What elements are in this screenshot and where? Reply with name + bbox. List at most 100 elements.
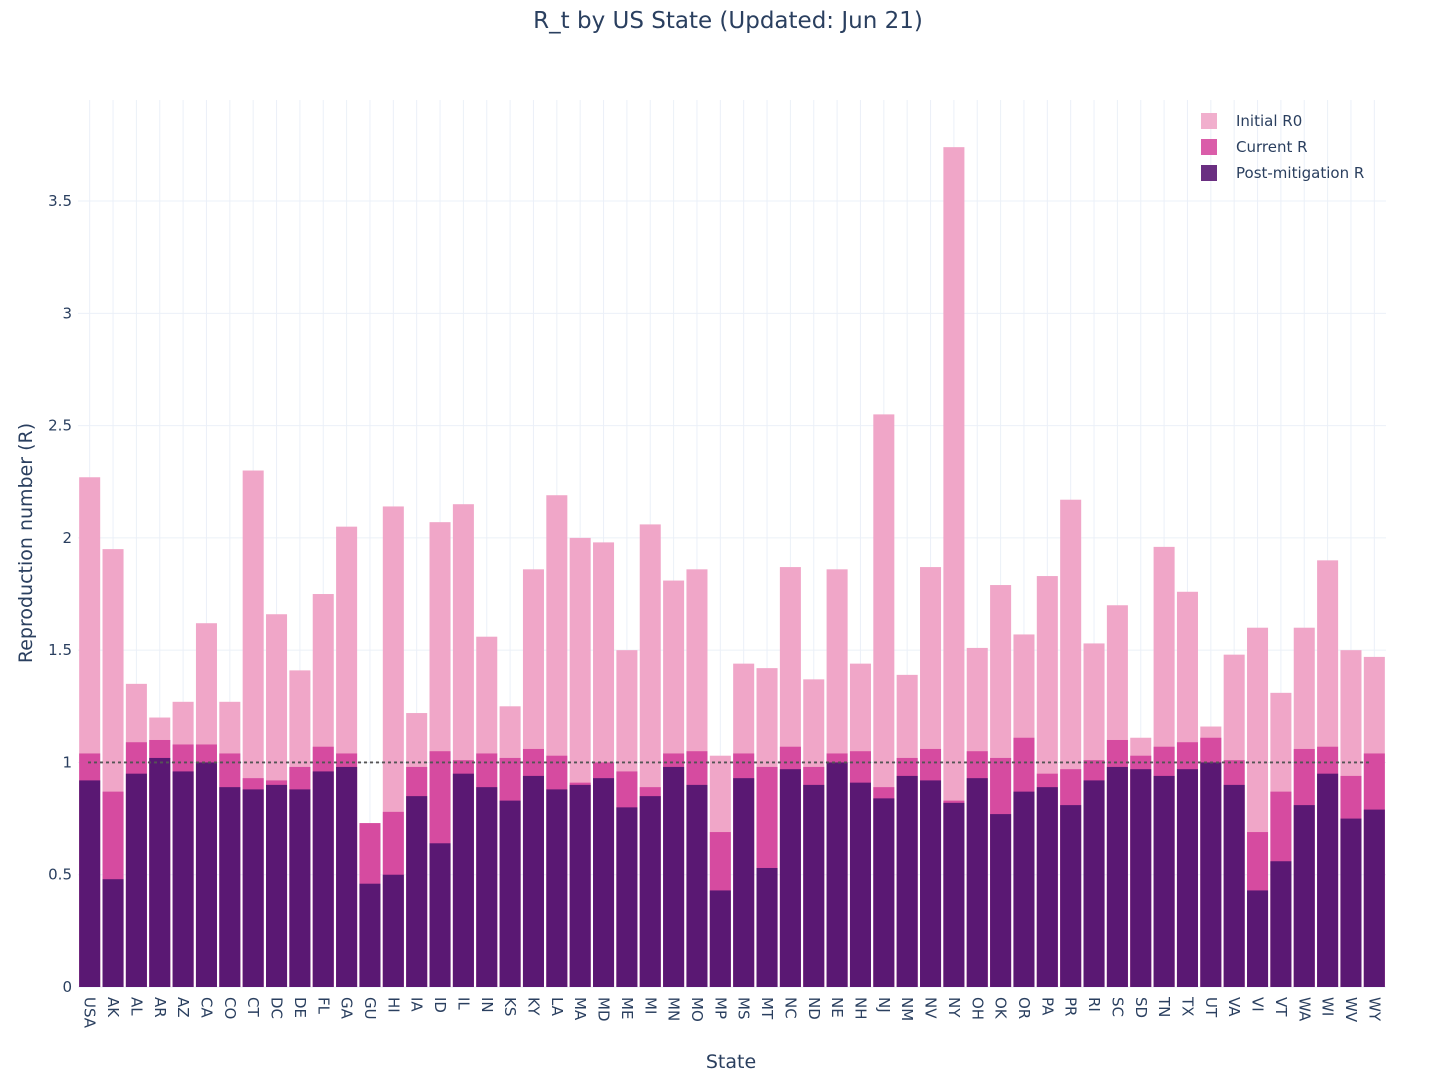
- bar-post-mitigation-r-id: [429, 843, 451, 987]
- y-tick-label: 3: [62, 304, 72, 322]
- bar-post-mitigation-r-nc: [779, 769, 801, 987]
- bar-post-mitigation-r-wa: [1293, 805, 1315, 987]
- legend-swatch: [1201, 113, 1217, 129]
- x-tick-label: RI: [1085, 997, 1103, 1012]
- x-tick-label: WV: [1342, 997, 1360, 1023]
- bar-post-mitigation-r-mt: [756, 867, 778, 987]
- y-axis-title: Reproduction number (R): [15, 423, 37, 663]
- x-tick-label: AR: [151, 997, 169, 1018]
- bar-post-mitigation-r-nm: [896, 775, 918, 987]
- bar-post-mitigation-r-mn: [663, 766, 685, 987]
- bar-post-mitigation-r-va: [1223, 784, 1245, 987]
- x-tick-label: AK: [104, 997, 122, 1018]
- x-tick-label: CO: [221, 997, 239, 1019]
- legend-item[interactable]: Current R: [1201, 138, 1308, 156]
- bar-post-mitigation-r-mi: [639, 796, 661, 987]
- bar-post-mitigation-r-ia: [406, 796, 428, 987]
- x-tick-label: NE: [828, 997, 846, 1018]
- x-tick-labels: USA AK AL AR AZ CA CO CT DC DE FL GA GU HI IA ID IL IN KS K…: [81, 996, 1384, 1029]
- legend-swatch: [1201, 139, 1217, 155]
- bar-post-mitigation-r-ky: [522, 775, 544, 987]
- bars: [79, 147, 1385, 987]
- bar-post-mitigation-r-nh: [849, 782, 871, 987]
- bar-post-mitigation-r-wy: [1363, 809, 1385, 987]
- x-tick-label: NC: [781, 997, 799, 1019]
- x-tick-label: GA: [338, 997, 356, 1020]
- bar-post-mitigation-r-pa: [1036, 787, 1058, 987]
- x-tick-label: IL: [454, 997, 472, 1010]
- x-tick-label: GU: [361, 997, 379, 1020]
- x-tick-label: MD: [595, 997, 613, 1022]
- bar-post-mitigation-r-me: [616, 807, 638, 987]
- bar-post-mitigation-r-nd: [803, 784, 825, 987]
- x-tick-label: ME: [618, 997, 636, 1019]
- y-tick-label: 0: [62, 978, 72, 996]
- bar-post-mitigation-r-sd: [1130, 769, 1152, 987]
- x-tick-label: OK: [992, 997, 1010, 1020]
- x-tick-label: VI: [1249, 997, 1267, 1012]
- x-tick-label: IN: [478, 997, 496, 1013]
- bar-post-mitigation-r-nv: [920, 780, 942, 987]
- x-tick-label: NH: [851, 997, 869, 1020]
- x-tick-label: NV: [922, 997, 940, 1019]
- x-tick-label: MT: [758, 997, 776, 1020]
- legend-swatch: [1201, 165, 1217, 181]
- bar-post-mitigation-r-gu: [359, 883, 381, 987]
- bar-post-mitigation-r-nj: [873, 798, 895, 987]
- x-tick-label: PR: [1062, 997, 1080, 1016]
- y-tick-label: 1: [62, 753, 72, 771]
- bar-post-mitigation-r-ri: [1083, 780, 1105, 987]
- legend-item[interactable]: Post-mitigation R: [1201, 164, 1364, 182]
- bar-post-mitigation-r-ks: [499, 800, 521, 987]
- x-tick-label: OR: [1015, 997, 1033, 1019]
- x-tick-label: CT: [244, 997, 262, 1017]
- bar-post-mitigation-r-ma: [569, 784, 591, 987]
- bar-post-mitigation-r-tn: [1153, 775, 1175, 987]
- bar-post-mitigation-r-ar: [149, 757, 171, 987]
- x-tick-label: WA: [1295, 997, 1313, 1022]
- x-tick-label: NJ: [875, 997, 893, 1013]
- x-tick-label: OH: [968, 997, 986, 1020]
- bar-post-mitigation-r-ne: [826, 762, 848, 987]
- bar-post-mitigation-r-ga: [336, 766, 358, 987]
- y-tick-label: 2.5: [48, 417, 72, 435]
- x-tick-label: PA: [1038, 997, 1056, 1016]
- legend-item[interactable]: Initial R0: [1201, 112, 1302, 130]
- bar-post-mitigation-r-vi: [1247, 890, 1269, 987]
- x-tick-label: AL: [127, 997, 145, 1016]
- x-tick-label: TX: [1178, 996, 1196, 1016]
- bar-post-mitigation-r-wv: [1340, 818, 1362, 987]
- x-tick-label: VT: [1272, 997, 1290, 1017]
- x-tick-label: TN: [1155, 996, 1173, 1017]
- x-tick-label: DE: [291, 997, 309, 1018]
- bar-post-mitigation-r-vt: [1270, 861, 1292, 987]
- bar-post-mitigation-r-or: [1013, 791, 1035, 987]
- y-tick-labels: 0 0.5 1 1.5 2 2.5 3 3.5: [48, 192, 72, 996]
- bar-post-mitigation-r-al: [125, 773, 147, 987]
- bar-post-mitigation-r-il: [452, 773, 474, 987]
- bar-post-mitigation-r-oh: [966, 778, 988, 987]
- legend-label: Initial R0: [1236, 112, 1302, 130]
- legend[interactable]: Initial R0 Current R Post-mitigation R: [1201, 112, 1364, 182]
- x-tick-label: KY: [524, 997, 542, 1016]
- bar-post-mitigation-r-mp: [709, 890, 731, 987]
- x-tick-label: MS: [735, 997, 753, 1019]
- legend-label: Current R: [1236, 138, 1308, 156]
- bar-post-mitigation-r-ms: [733, 778, 755, 987]
- bar-initial-r0-ny: [943, 147, 965, 987]
- bar-post-mitigation-r-dc: [266, 784, 288, 987]
- x-tick-label: FL: [314, 997, 332, 1015]
- bar-post-mitigation-r-ak: [102, 879, 124, 987]
- y-tick-label: 3.5: [48, 192, 72, 210]
- x-tick-label: LA: [548, 997, 566, 1017]
- bar-post-mitigation-r-tx: [1176, 769, 1198, 987]
- x-tick-label: MN: [665, 997, 683, 1021]
- x-tick-label: NY: [945, 997, 963, 1018]
- x-tick-label: KS: [501, 997, 519, 1016]
- bar-post-mitigation-r-usa: [79, 780, 101, 987]
- bar-post-mitigation-r-ny: [943, 802, 965, 987]
- bar-post-mitigation-r-az: [172, 771, 194, 987]
- x-tick-label: SC: [1108, 997, 1126, 1017]
- bar-post-mitigation-r-wi: [1317, 773, 1339, 987]
